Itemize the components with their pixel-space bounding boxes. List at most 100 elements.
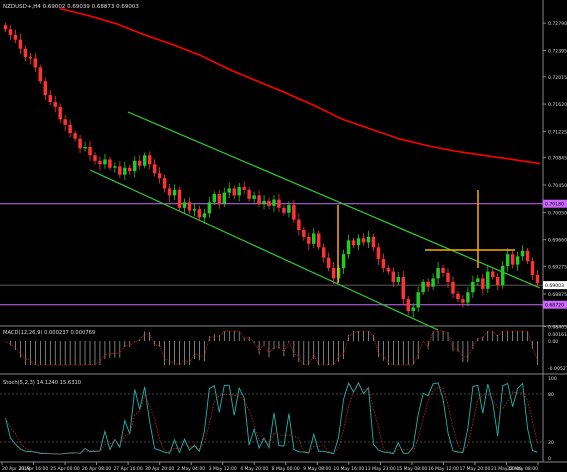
candle-body [237,187,241,196]
candle-body [78,138,82,149]
candle-body [172,189,177,196]
candle-body [481,278,485,289]
annotations [337,190,515,283]
price-tick-label: 0.72790 [548,21,567,27]
time-tick-label: 25 Apr 00:00 [50,466,79,472]
price-tick-label: 0.71225 [548,129,567,135]
price-level-tag [543,300,567,309]
candle-body [277,199,281,208]
time-tick-label: 27 Apr 16:00 [113,466,142,472]
candle-body [441,268,445,273]
time-tick-label: 9 May 08:00 [303,466,331,472]
candle-body [351,240,356,246]
candle-body [63,119,67,125]
candle-body [456,293,460,300]
candle-body [23,48,28,58]
time-tick-label: 8 May 00:00 [272,466,300,472]
candle-body [58,106,62,120]
candle-body [461,299,465,303]
candle-body [83,146,87,149]
candle-body [426,281,430,287]
candle-body [495,277,500,286]
candle-body [312,233,316,244]
time-tick-label: 22 May 08:00 [507,466,538,472]
stoch-tick-label: 20 [548,440,554,446]
candle-body [520,250,525,257]
candlesticks [3,22,540,318]
candle-body [217,194,222,204]
candle-body [486,271,490,289]
time-tick-label: 20 Apr 2018 [2,466,30,472]
price-tick-label: 0.70450 [548,183,567,189]
price-level-tag [543,199,567,208]
candle-body [500,265,505,286]
trend-channel [89,111,541,331]
candle-body [386,268,391,272]
candle-body [142,155,147,166]
price-level-label: 0.68720 [545,303,564,309]
candle-body [451,281,455,294]
time-tick-label: 21 May 00:00 [491,466,522,472]
symbol-header: NZDUSD+,H4 0.69002 0.69039 0.68873 0.690… [3,4,139,10]
candle-body [282,207,286,213]
candle-body [535,274,540,284]
candle-body [88,146,92,156]
price-tick-label: 0.69275 [548,264,567,270]
candle-body [53,102,57,107]
price-tick-label: 0.71620 [548,102,567,108]
ma-line [59,7,541,165]
candle-body [396,277,401,282]
candle-body [341,254,346,269]
candle-body [505,254,510,266]
candle-body [401,277,406,300]
candle-body [227,188,231,193]
candle-body [162,178,167,189]
macd-tick-label: 0.00 [548,339,558,345]
price-tick-label: 0.69660 [548,238,567,244]
candle-body [123,167,127,175]
candle-body [376,247,381,260]
candle-body [73,133,77,139]
candle-body [48,95,52,103]
candle-body [207,202,212,214]
candle-body [177,189,182,208]
candle-body [113,166,117,168]
candle-body [446,272,450,282]
candle-body [257,195,261,204]
candle-body [267,200,271,206]
candle-body [152,164,157,174]
macd-signal-line [5,330,538,366]
candle-body [331,268,336,279]
candle-body [287,205,291,213]
candle-body [157,173,162,179]
candle-body [43,81,48,96]
candle-body [316,233,321,248]
candle-body [297,219,301,230]
candle-body [510,254,515,265]
time-tick-label: 26 Apr 08:00 [82,466,111,472]
price-tick-label: 0.68875 [548,292,567,298]
candle-body [406,299,410,311]
candle-body [133,160,137,172]
candle-body [321,247,326,258]
stochastic-pane: 100 80 20 0 [0,376,557,462]
candle-body [33,58,38,68]
candle-body [371,236,376,248]
candle-body [147,155,152,165]
candle-body [103,159,107,165]
candle-body [436,268,440,279]
candle-body [118,166,122,175]
candle-body [292,205,296,220]
candle-body [381,259,386,269]
stoch-tick-label: 80 [548,392,554,398]
stoch-label: Stoch(5,2,3) 14.1240 15.6310 [3,380,81,386]
candle-body [202,213,207,218]
candle-body [93,155,97,161]
candle-body [28,57,33,59]
time-tick-label: 16 May 12:00 [428,466,459,472]
candle-body [262,200,266,204]
candle-body [431,278,435,287]
